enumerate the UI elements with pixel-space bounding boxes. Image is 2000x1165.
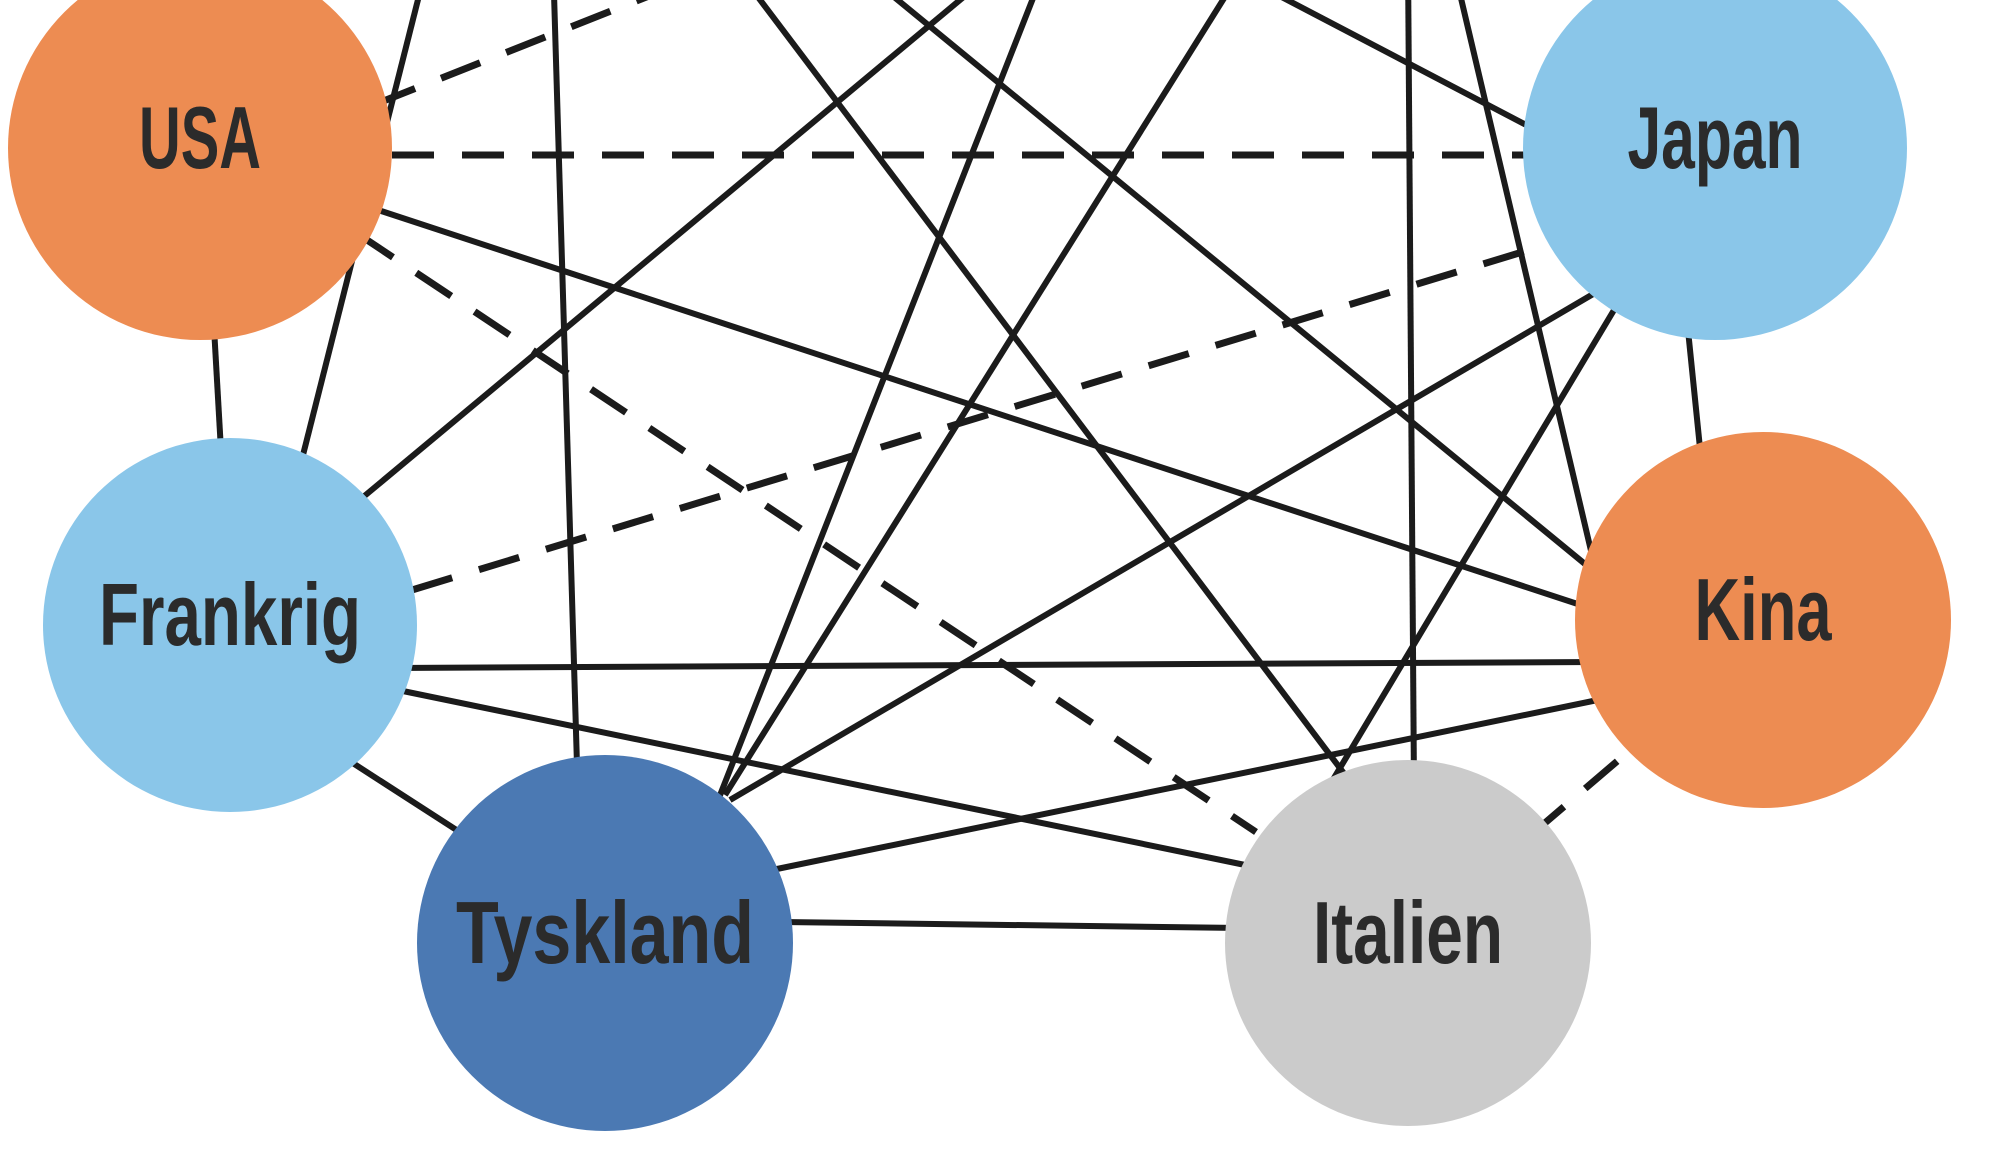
edge-italien-offscreen-2: [1405, 0, 1417, 789]
edge-japan-offscreen-1: [1280, 0, 1534, 131]
edge-japan-italien: [1319, 298, 1623, 800]
edge-kina-offscreen-2: [893, 0, 1587, 567]
edge-italien-offscreen-1: [756, 0, 1361, 794]
edge-tyskland-kina: [771, 692, 1623, 873]
edge-tyskland-italien: [781, 919, 1243, 931]
node-japan-label: Japan: [1628, 88, 1803, 187]
edges-layer: [210, 0, 1704, 931]
node-usa-circle: [8, 0, 392, 340]
edge-frankrig-japan: [410, 239, 1554, 594]
node-usa-label: USA: [139, 88, 261, 187]
node-italien-circle: [1225, 760, 1591, 1126]
node-tyskland-circle: [417, 755, 793, 1131]
edge-tyskland-offscreen-3: [722, 0, 1227, 797]
node-italien-label: Italien: [1313, 883, 1503, 982]
edge-tyskland-offscreen-2: [712, 0, 1036, 810]
edge-tyskland-offscreen-1: [551, 0, 580, 766]
edge-italien-kina: [1529, 737, 1645, 837]
edge-frankrig-italien: [397, 687, 1251, 869]
node-kina-label: Kina: [1695, 560, 1833, 659]
edge-frankrig-kina: [391, 659, 1599, 671]
edge-frankrig-tyskland: [343, 755, 474, 843]
node-kina-circle: [1575, 432, 1951, 808]
edge-japan-kina: [1685, 329, 1704, 459]
node-frankrig-circle: [43, 438, 417, 812]
nodes-layer: [8, 0, 1951, 1131]
edge-frankrig-offscreen-2: [360, 0, 965, 501]
edge-japan-tyskland: [728, 287, 1602, 803]
edge-kina-offscreen-1: [1458, 0, 1595, 556]
labels-layer: USA Japan Frankrig Kina Tyskland Italien: [99, 88, 1832, 982]
node-frankrig-label: Frankrig: [99, 565, 361, 664]
edge-usa-italien: [356, 231, 1258, 835]
edge-usa-kina: [371, 205, 1603, 615]
node-tyskland-label: Tyskland: [456, 883, 754, 982]
node-japan-circle: [1523, 0, 1907, 340]
